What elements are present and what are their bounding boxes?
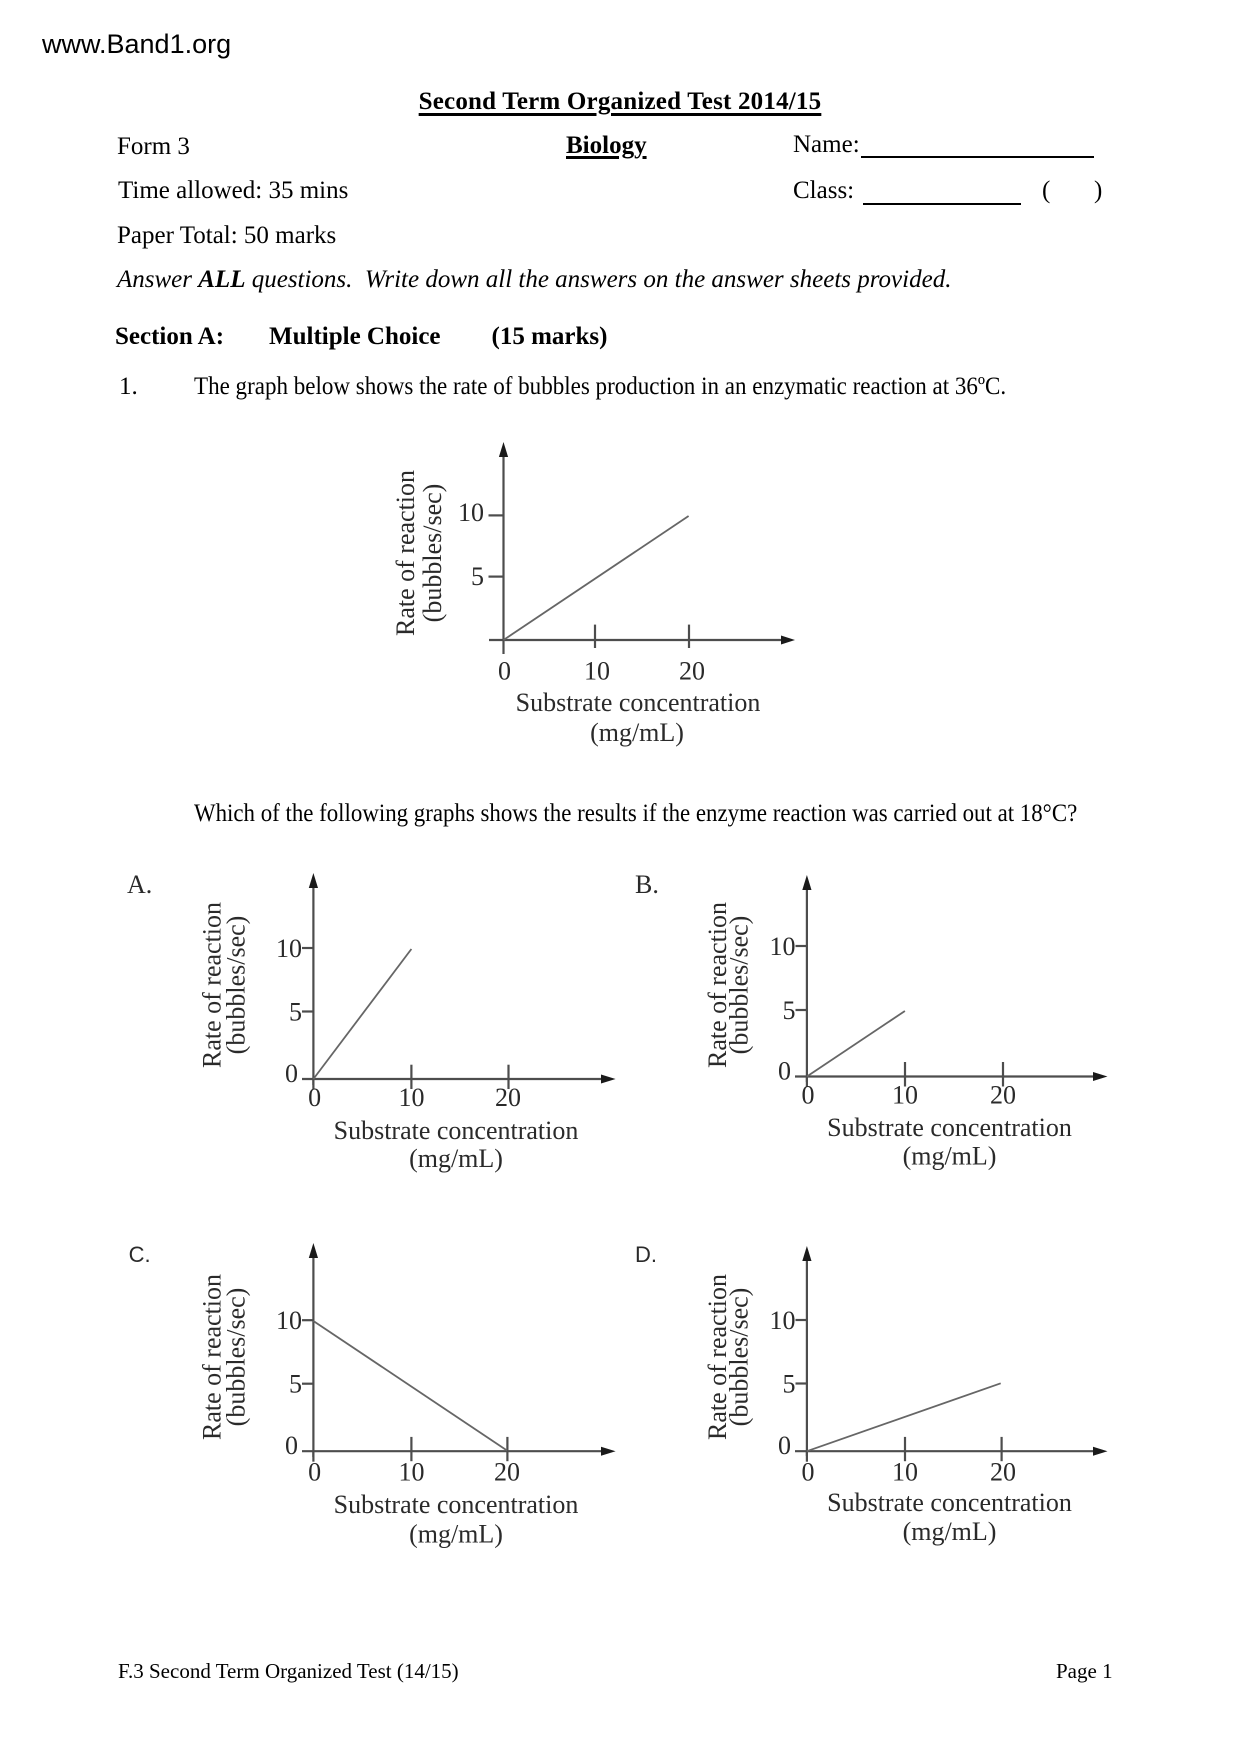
svg-text:0: 0 xyxy=(308,1083,321,1112)
svg-text:Rate of reaction: Rate of reaction xyxy=(198,1274,227,1440)
svg-text:(mg/mL): (mg/mL) xyxy=(903,1142,997,1171)
svg-text:10: 10 xyxy=(770,932,796,961)
svg-text:0: 0 xyxy=(802,1458,815,1487)
svg-text:0: 0 xyxy=(778,1431,791,1460)
svg-text:10: 10 xyxy=(399,1458,425,1487)
svg-text:(bubbles/sec): (bubbles/sec) xyxy=(725,916,754,1055)
svg-text:Substrate concentration: Substrate concentration xyxy=(334,1490,579,1519)
svg-text:D.: D. xyxy=(635,1242,657,1267)
svg-text:20: 20 xyxy=(495,1083,521,1112)
svg-text:0: 0 xyxy=(308,1458,321,1487)
svg-text:5: 5 xyxy=(289,1370,302,1399)
svg-text:Substrate concentration: Substrate concentration xyxy=(827,1488,1072,1517)
svg-text:Substrate concentration: Substrate concentration xyxy=(827,1113,1072,1142)
svg-text:Substrate concentration: Substrate concentration xyxy=(516,688,761,717)
svg-text:(bubbles/sec): (bubbles/sec) xyxy=(222,916,251,1055)
svg-text:0: 0 xyxy=(285,1059,298,1088)
svg-text:Rate of reaction: Rate of reaction xyxy=(703,1274,732,1440)
svg-text:20: 20 xyxy=(990,1081,1016,1110)
svg-text:0: 0 xyxy=(498,657,511,686)
svg-text:10: 10 xyxy=(458,498,484,527)
svg-text:0: 0 xyxy=(285,1431,298,1460)
svg-text:10: 10 xyxy=(892,1081,918,1110)
svg-text:(mg/mL): (mg/mL) xyxy=(409,1144,503,1173)
svg-text:Rate of reaction: Rate of reaction xyxy=(703,902,732,1068)
svg-text:(bubbles/sec): (bubbles/sec) xyxy=(222,1288,251,1427)
svg-text:10: 10 xyxy=(584,657,610,686)
svg-text:(bubbles/sec): (bubbles/sec) xyxy=(418,484,447,623)
svg-text:10: 10 xyxy=(892,1458,918,1487)
svg-text:5: 5 xyxy=(471,562,484,591)
svg-text:5: 5 xyxy=(289,998,302,1027)
svg-text:(bubbles/sec): (bubbles/sec) xyxy=(725,1288,754,1427)
svg-text:B.: B. xyxy=(635,870,659,899)
svg-text:5: 5 xyxy=(783,996,796,1025)
svg-text:5: 5 xyxy=(783,1370,796,1399)
svg-text:0: 0 xyxy=(778,1057,791,1086)
svg-text:20: 20 xyxy=(990,1458,1016,1487)
svg-text:(mg/mL): (mg/mL) xyxy=(409,1520,503,1549)
svg-text:C.: C. xyxy=(129,1242,151,1267)
svg-text:Substrate concentration: Substrate concentration xyxy=(334,1116,579,1145)
svg-text:(mg/mL): (mg/mL) xyxy=(590,718,684,747)
svg-text:10: 10 xyxy=(770,1306,796,1335)
svg-text:0: 0 xyxy=(802,1081,815,1110)
svg-text:(mg/mL): (mg/mL) xyxy=(903,1517,997,1546)
svg-text:A.: A. xyxy=(127,870,152,899)
svg-text:10: 10 xyxy=(276,934,302,963)
svg-text:20: 20 xyxy=(494,1458,520,1487)
svg-text:10: 10 xyxy=(276,1306,302,1335)
svg-text:Rate of reaction: Rate of reaction xyxy=(391,470,420,636)
svg-text:Rate of reaction: Rate of reaction xyxy=(198,902,227,1068)
svg-text:10: 10 xyxy=(399,1083,425,1112)
svg-text:20: 20 xyxy=(679,657,705,686)
